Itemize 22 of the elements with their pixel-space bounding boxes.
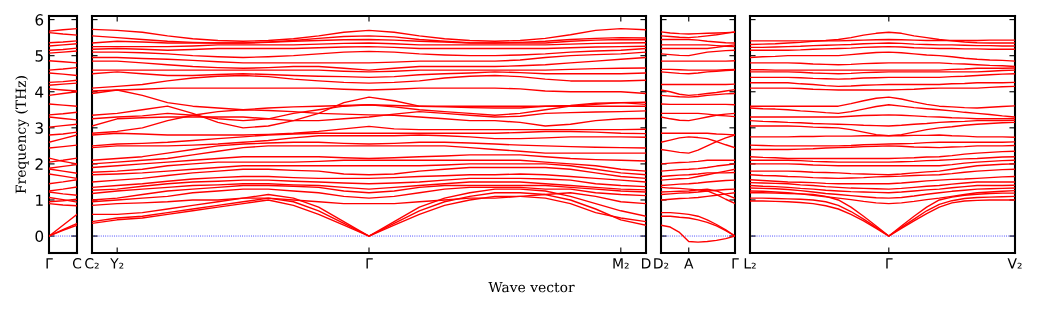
x-tick-label: C₂ <box>85 258 99 269</box>
x-tick-label: M₂ <box>613 258 629 269</box>
y-tick-label: 2 <box>35 158 43 170</box>
x-tick-label: A <box>684 258 694 269</box>
y-tick-label: 5 <box>35 50 43 62</box>
y-tick-label: 4 <box>35 86 44 98</box>
y-axis-title: Frequency (THz) <box>15 76 29 194</box>
x-tick-label: Γ <box>886 258 893 269</box>
x-tick-label: Γ <box>46 258 53 269</box>
x-tick-label: Γ <box>732 258 739 269</box>
x-tick-label: C <box>72 258 82 269</box>
x-tick-label: V₂ <box>1007 258 1022 269</box>
y-tick-label: 6 <box>35 14 44 26</box>
x-tick-label: L₂ <box>744 258 756 269</box>
x-tick-label: D₂ <box>654 258 669 269</box>
x-tick-label: Y₂ <box>110 258 124 269</box>
x-axis-title: Wave vector <box>488 281 575 293</box>
x-tick-label: D <box>642 258 651 269</box>
y-tick-label: 3 <box>35 122 43 134</box>
x-tick-label: Γ <box>366 258 373 269</box>
y-tick-label: 1 <box>36 194 43 206</box>
y-tick-label: 0 <box>35 230 44 243</box>
